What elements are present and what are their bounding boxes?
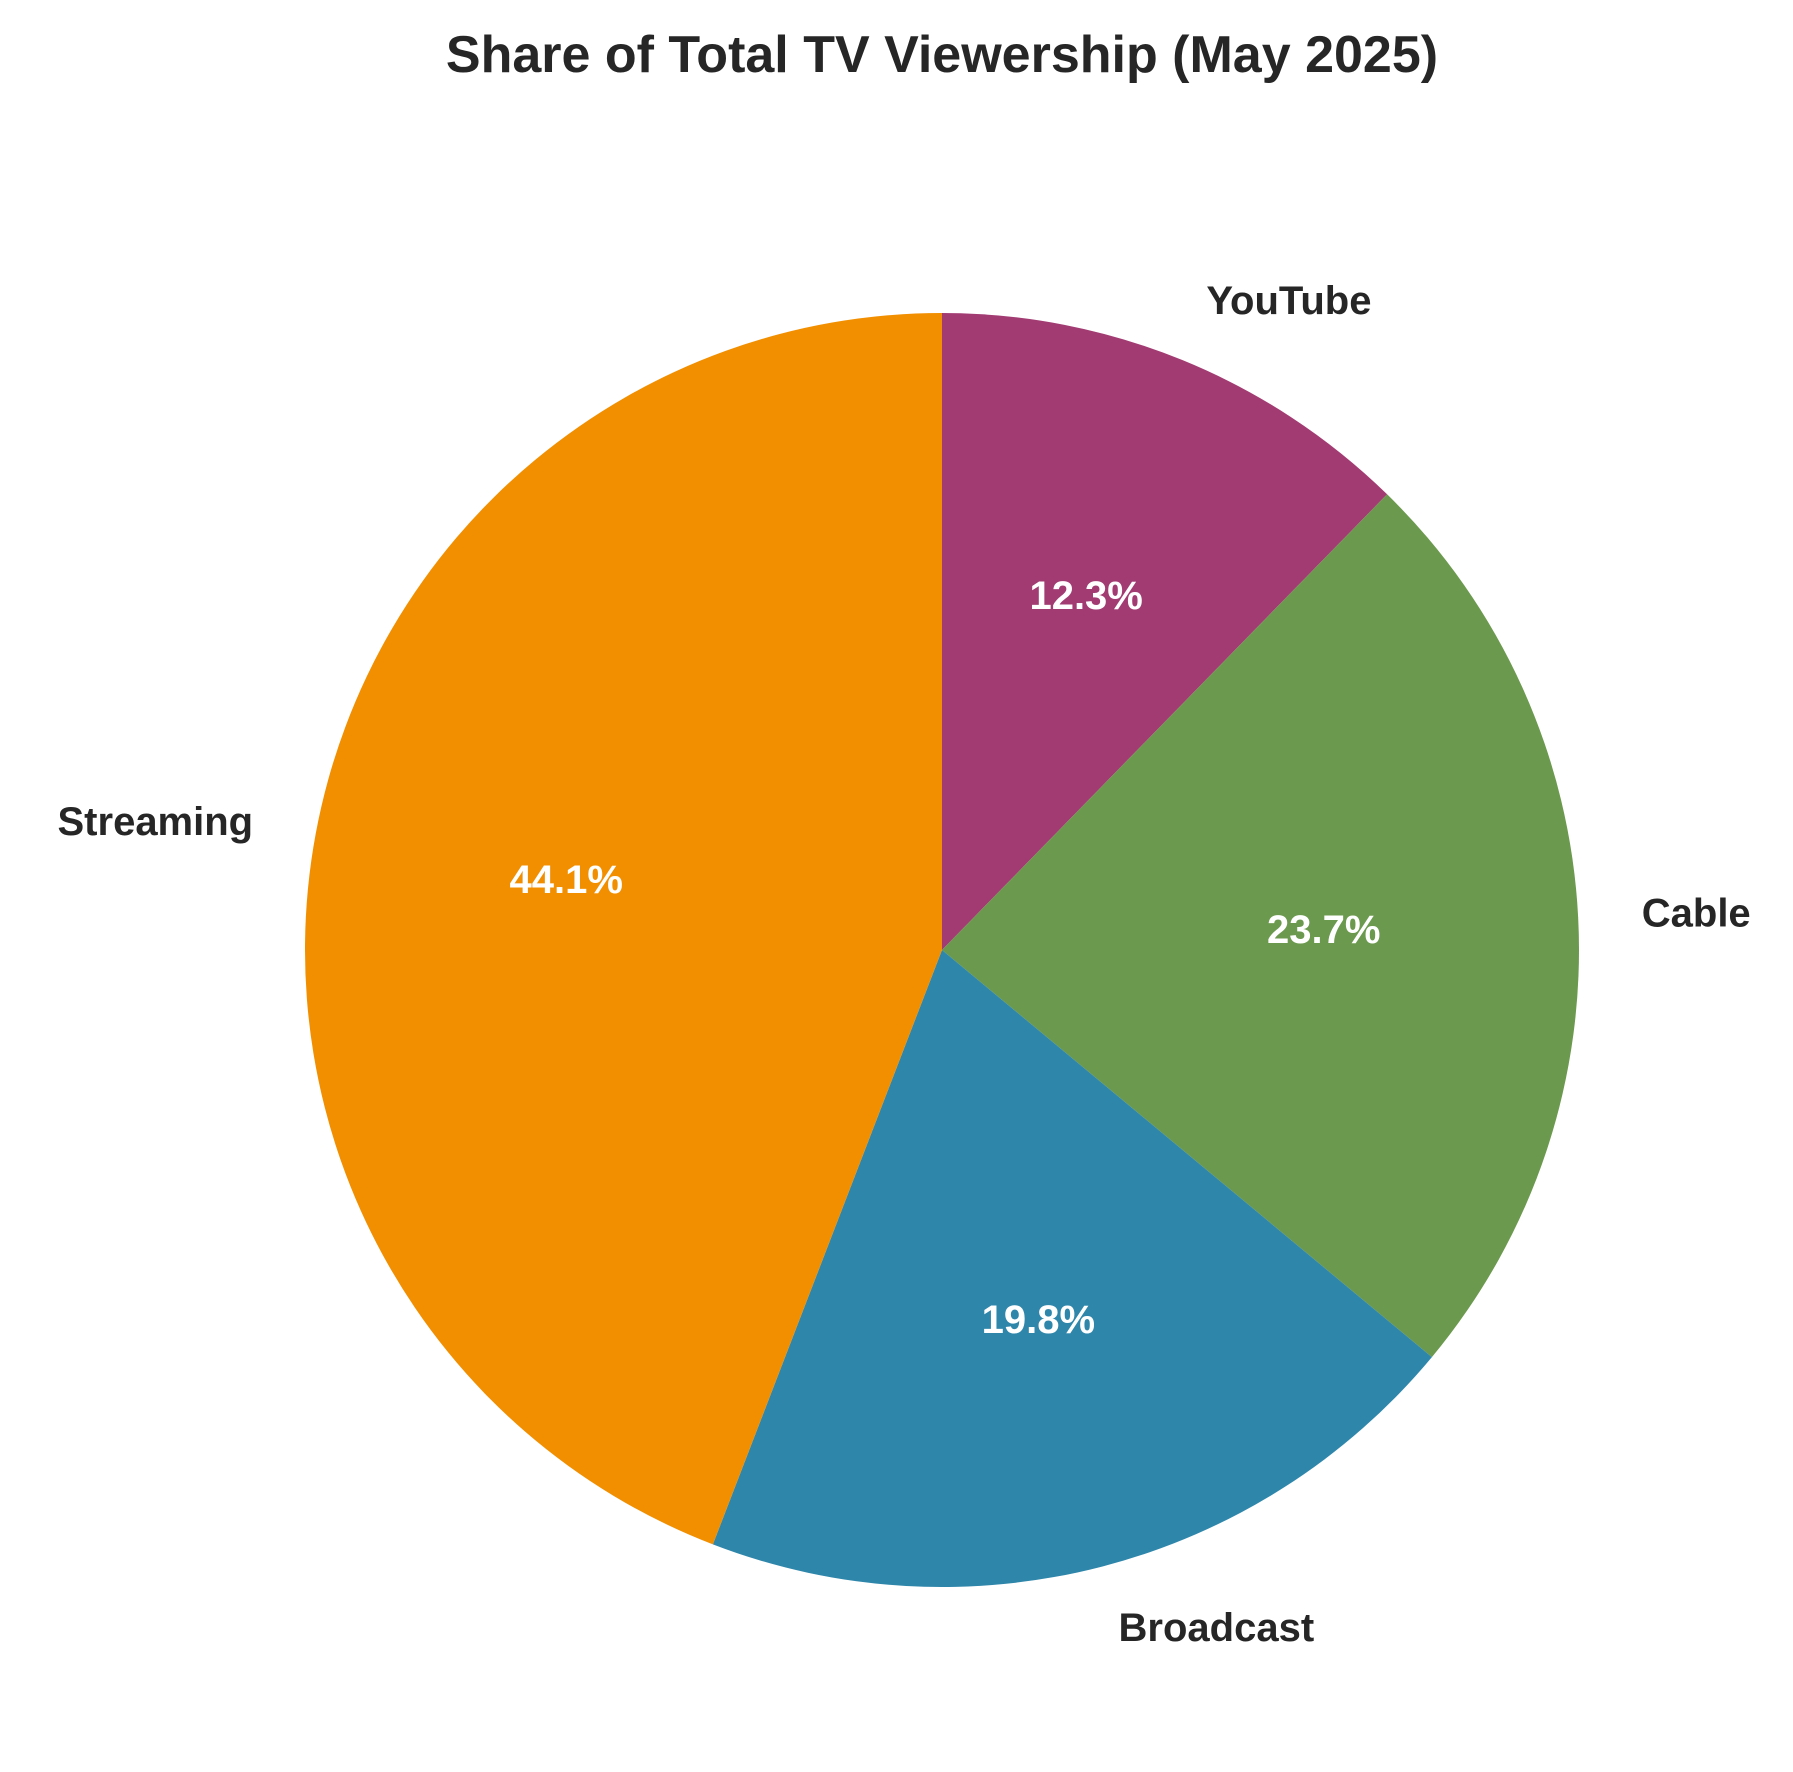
pct-cable: 23.7% — [1267, 908, 1380, 952]
label-streaming: Streaming — [58, 800, 254, 844]
label-cable: Cable — [1642, 892, 1751, 936]
slice-youtube — [942, 313, 1388, 950]
slice-cable — [942, 494, 1579, 1358]
chart-title: Share of Total TV Viewership (May 2025) — [446, 26, 1438, 84]
slice-streaming — [304, 312, 943, 1545]
label-broadcast: Broadcast — [1119, 1606, 1315, 1650]
pct-streaming: 44.1% — [510, 858, 623, 902]
label-youtube: YouTube — [1206, 279, 1371, 323]
pie-slices — [304, 312, 1579, 1587]
pct-youtube: 12.3% — [1029, 574, 1142, 618]
slice-broadcast — [712, 950, 1432, 1587]
slice-labels: YouTube Cable Broadcast Streaming — [58, 279, 1751, 1650]
percentage-labels: 12.3% 23.7% 19.8% 44.1% — [510, 574, 1381, 1342]
pct-broadcast: 19.8% — [982, 1298, 1095, 1342]
